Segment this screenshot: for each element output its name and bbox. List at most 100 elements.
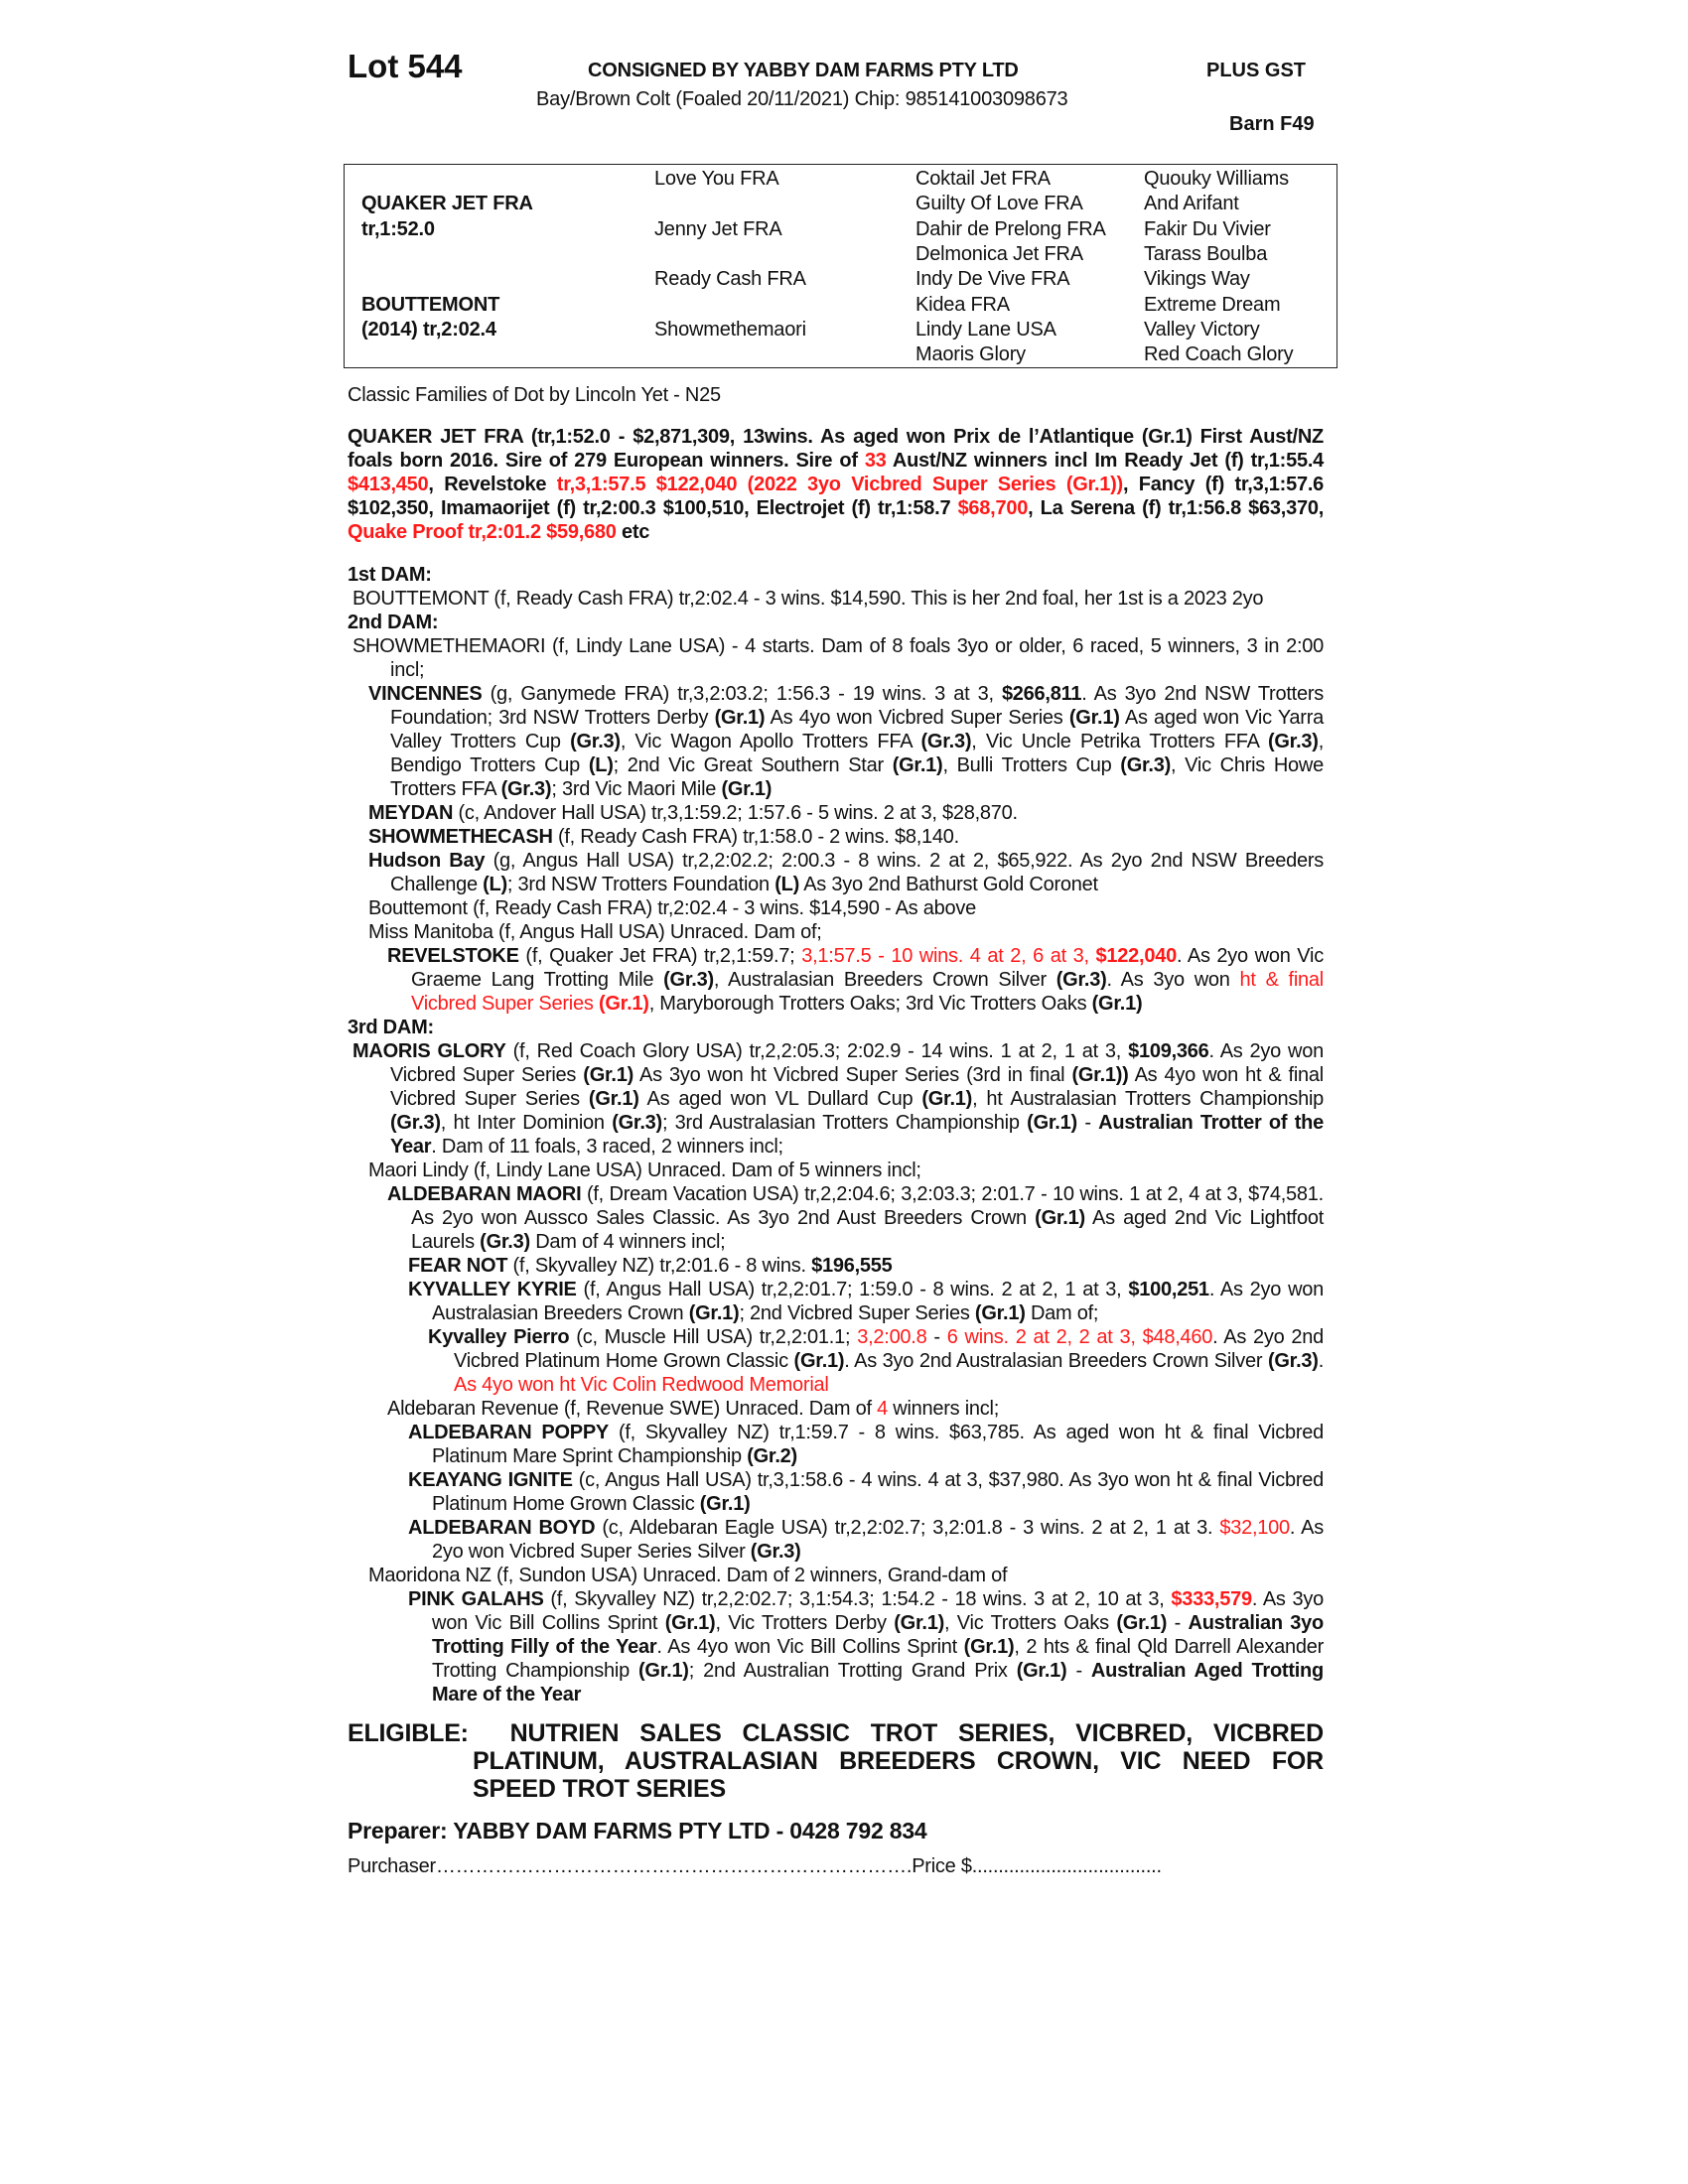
text-run: , Vic Wagon Apollo Trotters FFA: [620, 731, 921, 752]
text-run: ; 3rd Vic Maori Mile: [551, 778, 722, 800]
text-run: (Gr.1): [793, 1350, 845, 1372]
pedigree-entry: ALDEBARAN MAORI (f, Dream Vacation USA) …: [348, 1182, 1324, 1254]
text-run: .: [1318, 1350, 1325, 1372]
text-run: KYVALLEY KYRIE: [408, 1279, 577, 1300]
text-run: (L): [774, 874, 799, 895]
text-run: . As 3yo won Vic Bill Collins Sprint: [432, 1588, 1324, 1634]
text-run: (Gr.1): [637, 1660, 689, 1682]
text-run: (f, Ready Cash FRA) tr,1:58.0 - 2 wins. …: [552, 826, 959, 848]
purchase-line: Purchaser……………………………………………………………….Price …: [348, 1854, 1324, 1878]
text-run: SHOWMETHECASH: [368, 826, 553, 848]
text-run: . Dam of 11 foals, 3 raced, 2 winners in…: [431, 1136, 783, 1158]
family-line: Classic Families of Dot by Lincoln Yet -…: [348, 384, 721, 406]
pedigree-gen4: Extreme Dream: [1144, 294, 1281, 316]
text-run: MAORIS GLORY: [352, 1040, 506, 1062]
pedigree-entry: FEAR NOT (f, Skyvalley NZ) tr,2:01.6 - 8…: [348, 1254, 1324, 1278]
text-run: ; 2nd Vicbred Super Series: [739, 1302, 975, 1324]
dam-lines: 1st DAM: BOUTTEMONT (f, Ready Cash FRA) t…: [348, 563, 1324, 1706]
text-run: Kyvalley Pierro: [428, 1326, 570, 1348]
eligible-text: NUTRIEN SALES CLASSIC TROT SERIES, VICBR…: [473, 1719, 1324, 1803]
pedigree-table: QUAKER JET FRA tr,1:52.0 BOUTTEMONT (201…: [344, 164, 1337, 368]
text-run: (c, Angus Hall USA) tr,3,1:58.6 - 4 wins…: [432, 1469, 1324, 1515]
pedigree-entry: ALDEBARAN POPPY (f, Skyvalley NZ) tr,1:5…: [348, 1421, 1324, 1468]
text-run: (Gr.1): [894, 1612, 944, 1634]
text-run: $122,040: [1095, 945, 1178, 967]
text-run: (Gr.1): [1091, 993, 1143, 1015]
text-run: VINCENNES: [368, 683, 483, 705]
text-run: Australian 3yo Trotting Filly of the Yea…: [432, 1612, 1324, 1658]
text-run: (Gr.3): [1120, 754, 1172, 776]
text-run: ALDEBARAN BOYD: [408, 1517, 596, 1539]
text-run: $68,700: [957, 497, 1029, 519]
text-run: 3,1:57.5 - 10 wins. 4 at 2, 6 at 3,: [801, 945, 1096, 967]
pedigree-gen4: Tarass Boulba: [1144, 243, 1268, 265]
pedigree-entry: Kyvalley Pierro (c, Muscle Hill USA) tr,…: [348, 1325, 1324, 1397]
text-run: Australian Aged Trotting Mare of the Yea…: [432, 1660, 1324, 1706]
text-run: As 3yo won ht Vicbred Super Series (3rd …: [633, 1064, 1072, 1086]
price-field: Price $.................................…: [912, 1855, 1162, 1877]
text-run: (Gr.1): [1027, 1112, 1077, 1134]
text-run: $32,100: [1219, 1517, 1290, 1539]
text-run: (Gr.1): [1068, 707, 1120, 729]
pedigree-gen3: Kidea FRA: [915, 294, 1010, 316]
text-run: ; 3rd NSW Trotters Foundation: [506, 874, 775, 895]
pedigree-gen3: Coktail Jet FRA: [915, 168, 1051, 190]
consignor: CONSIGNED BY YABBY DAM FARMS PTY LTD: [588, 60, 1019, 81]
pedigree-entry: SHOWMETHECASH (f, Ready Cash FRA) tr,1:5…: [348, 825, 1324, 849]
pedigree-gen4: Vikings Way: [1144, 268, 1250, 290]
text-run: FEAR NOT: [408, 1255, 508, 1277]
text-run: , Bulli Trotters Cup: [942, 754, 1121, 776]
text-run: (f, Dream Vacation USA) tr,2,2:04.6; 3,2…: [411, 1183, 1324, 1229]
pedigree-entry: Bouttemont (f, Ready Cash FRA) tr,2:02.4…: [348, 896, 1324, 920]
text-run: ALDEBARAN MAORI: [387, 1183, 582, 1205]
purchaser-field: Purchaser……………………………………………………………….: [348, 1855, 913, 1877]
pedigree-gen4: And Arifant: [1144, 193, 1239, 214]
pedigree-gen2: Ready Cash FRA: [654, 268, 806, 290]
text-run: . As 3yo 2nd NSW Trotters Foundation; 3r…: [390, 683, 1324, 729]
pedigree-gen4: Fakir Du Vivier: [1144, 218, 1271, 240]
text-run: Aust/NZ winners incl Im Ready Jet (f) tr…: [886, 450, 1325, 472]
text-run: QUAKER JET FRA (tr,1:52.0 - $2,871,309, …: [348, 426, 1324, 472]
text-run: $109,366: [1128, 1040, 1209, 1062]
text-run: (Gr.3): [663, 969, 714, 991]
text-run: (c, Muscle Hill USA) tr,2,2:01.1;: [569, 1326, 858, 1348]
text-run: Quake Proof tr,2:01.2 $59,680: [348, 521, 617, 543]
text-run: (f, Skyvalley NZ) tr,2:01.6 - 8 wins.: [507, 1255, 812, 1277]
text-run: (g, Angus Hall USA) tr,2,2:02.2; 2:00.3 …: [390, 850, 1324, 895]
pedigree-sire-record: tr,1:52.0: [361, 218, 435, 240]
text-run: , Australasian Breeders Crown Silver: [713, 969, 1056, 991]
text-run: (Gr.3): [570, 731, 621, 752]
horse-description: Bay/Brown Colt (Foaled 20/11/2021) Chip:…: [536, 88, 1068, 110]
text-run: ALDEBARAN POPPY: [408, 1422, 610, 1443]
pedigree-entry: REVELSTOKE (f, Quaker Jet FRA) tr,2,1:59…: [348, 944, 1324, 1016]
text-run: . As 2yo won Vic Graeme Lang Trotting Mi…: [411, 945, 1324, 991]
text-run: tr,3,1:57.5 $122,040 (2022 3yo Vicbred S…: [556, 474, 1123, 495]
text-run: (L): [588, 754, 614, 776]
pedigree-gen3: Dahir de Prelong FRA: [915, 218, 1106, 240]
pedigree-gen3: Guilty Of Love FRA: [915, 193, 1083, 214]
pedigree-entry: Maori Lindy (f, Lindy Lane USA) Unraced.…: [348, 1159, 1324, 1182]
text-run: , Vic Uncle Petrika Trotters FFA: [971, 731, 1268, 752]
text-run: (Gr.1): [721, 778, 773, 800]
text-run: (Gr.3): [1055, 969, 1107, 991]
text-run: $413,450: [348, 474, 429, 495]
text-run: . As 3yo won: [1106, 969, 1240, 991]
gst-note: PLUS GST: [1206, 60, 1307, 81]
text-run: Maori Lindy (f, Lindy Lane USA) Unraced.…: [368, 1160, 921, 1181]
pedigree-gen3: Lindy Lane USA: [915, 319, 1056, 341]
text-run: (Gr.3): [920, 731, 972, 752]
text-run: (Gr.1): [974, 1302, 1026, 1324]
pedigree-gen4: Valley Victory: [1144, 319, 1260, 341]
text-run: ; 3rd Australasian Trotters Championship: [661, 1112, 1028, 1134]
pedigree-entry: SHOWMETHEMAORI (f, Lindy Lane USA) - 4 s…: [348, 634, 1324, 682]
text-run: -: [1076, 1112, 1099, 1134]
text-run: (f, Skyvalley NZ) tr,1:59.7 - 8 wins. $6…: [432, 1422, 1324, 1467]
text-run: . As 3yo 2nd Australasian Breeders Crown…: [844, 1350, 1268, 1372]
text-run: , Revelstoke: [428, 474, 557, 495]
text-run: As 3yo 2nd Bathurst Gold Coronet: [799, 874, 1098, 895]
text-run: Australian Trotter of the Year: [390, 1112, 1324, 1158]
eligible-label: ELIGIBLE:: [348, 1719, 469, 1747]
text-run: (Gr.1): [688, 1302, 740, 1324]
sire-summary: QUAKER JET FRA (tr,1:52.0 - $2,871,309, …: [348, 425, 1324, 544]
pedigree-entry: BOUTTEMONT (f, Ready Cash FRA) tr,2:02.4…: [348, 587, 1324, 611]
